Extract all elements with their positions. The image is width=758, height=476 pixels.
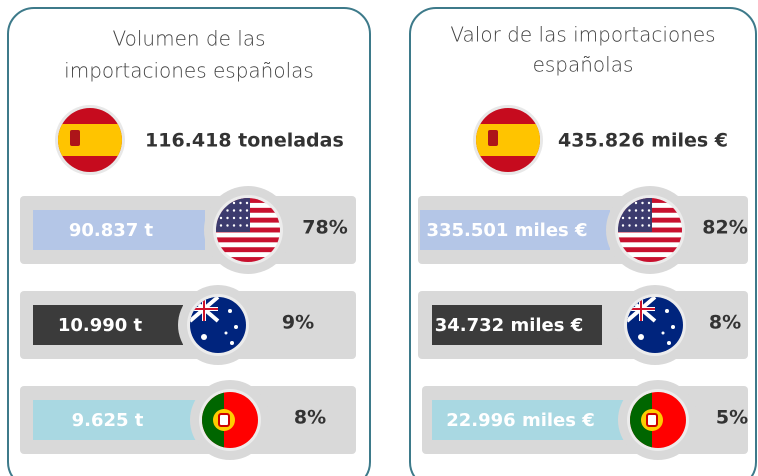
value: 90.837 t: [69, 220, 154, 241]
flag-part: [667, 341, 671, 345]
flag-part: [219, 224, 223, 227]
flag-part: [70, 130, 80, 146]
flag-usa: [618, 198, 682, 262]
flag-part: [226, 209, 229, 212]
flag-part: [647, 209, 651, 212]
flag-part: [634, 216, 638, 220]
flag-part: [239, 224, 242, 227]
flag-part: [641, 224, 644, 227]
flag-part: [228, 309, 232, 313]
flag-part: [488, 130, 498, 146]
flag-part: [618, 237, 682, 243]
share: 5%: [716, 407, 748, 429]
flag-part: [628, 224, 631, 227]
flag-part: [232, 209, 236, 212]
flag-part: [232, 216, 236, 220]
flag-part: [216, 232, 280, 238]
flag-part: [239, 209, 242, 212]
panel-border: [409, 7, 757, 476]
flag-australia: [627, 297, 683, 353]
flag-portugal: [630, 392, 686, 448]
flag-part: [628, 209, 631, 212]
flag-part: [621, 224, 625, 227]
flag-usa: [216, 198, 280, 262]
flag-part: [665, 309, 669, 313]
flag-part: [232, 201, 236, 205]
flag-part: [634, 209, 638, 212]
flag-spain: [476, 108, 540, 172]
flag-part: [245, 224, 249, 227]
value: 10.990 t: [58, 315, 143, 336]
flag-part: [245, 201, 249, 205]
value-box: [420, 210, 610, 250]
flag-part: [671, 325, 675, 329]
value-box: [432, 400, 625, 440]
total: 116.418 toneladas: [145, 130, 344, 152]
flag-spain: [58, 108, 122, 172]
flag-part: [201, 334, 207, 340]
flag-part: [641, 216, 644, 220]
flag-part: [638, 334, 644, 340]
value-box: [33, 210, 205, 250]
share: 8%: [709, 312, 741, 334]
panel-title: españolas: [533, 53, 634, 77]
value-box: [33, 400, 198, 440]
share: 78%: [302, 217, 347, 239]
flag-part: [58, 124, 122, 156]
flag-part: [621, 216, 625, 220]
panel-title: Volumen de las: [112, 27, 265, 51]
flag-part: [634, 201, 638, 205]
flag-part: [628, 216, 631, 220]
flag-part: [226, 224, 229, 227]
flag-part: [618, 232, 682, 238]
flag-part: [219, 216, 223, 220]
flag-part: [239, 201, 242, 205]
share: 8%: [294, 407, 326, 429]
flag-part: [230, 341, 234, 345]
share: 82%: [702, 217, 747, 239]
total: 435.826 miles €: [558, 130, 728, 152]
flag-part: [232, 224, 236, 227]
flag-portugal: [202, 392, 258, 448]
flag-part: [216, 247, 280, 253]
flag-part: [647, 216, 651, 220]
flag-part: [618, 247, 682, 253]
flag-part: [647, 201, 651, 205]
value: 34.732 miles €: [435, 315, 584, 336]
flag-part: [618, 242, 682, 248]
flag-part: [245, 216, 249, 220]
flag-part: [634, 224, 638, 227]
flag-part: [647, 224, 651, 227]
flag-part: [245, 209, 249, 212]
flag-part: [618, 252, 682, 258]
flag-part: [646, 413, 658, 427]
flag-part: [239, 216, 242, 220]
flag-part: [216, 237, 280, 243]
value-box: [432, 305, 602, 345]
panel-border: [7, 7, 371, 476]
flag-part: [226, 216, 229, 220]
value: 335.501 miles €: [426, 220, 587, 241]
flag-part: [218, 413, 230, 427]
flag-part: [224, 331, 228, 335]
value: 22.996 miles €: [446, 410, 595, 431]
flag-part: [234, 325, 238, 329]
flag-part: [641, 209, 644, 212]
flag-part: [661, 331, 665, 335]
flag-part: [476, 124, 540, 156]
value: 9.625 t: [72, 410, 144, 431]
flag-part: [216, 257, 280, 262]
flag-part: [216, 252, 280, 258]
share: 9%: [282, 312, 314, 334]
flag-part: [641, 201, 644, 205]
panel-title: importaciones españolas: [64, 59, 314, 83]
flag-australia: [190, 297, 246, 353]
flag-part: [216, 242, 280, 248]
panel-title: Valor de las importaciones: [450, 23, 715, 47]
value-box: [33, 305, 183, 345]
flag-part: [618, 257, 682, 262]
